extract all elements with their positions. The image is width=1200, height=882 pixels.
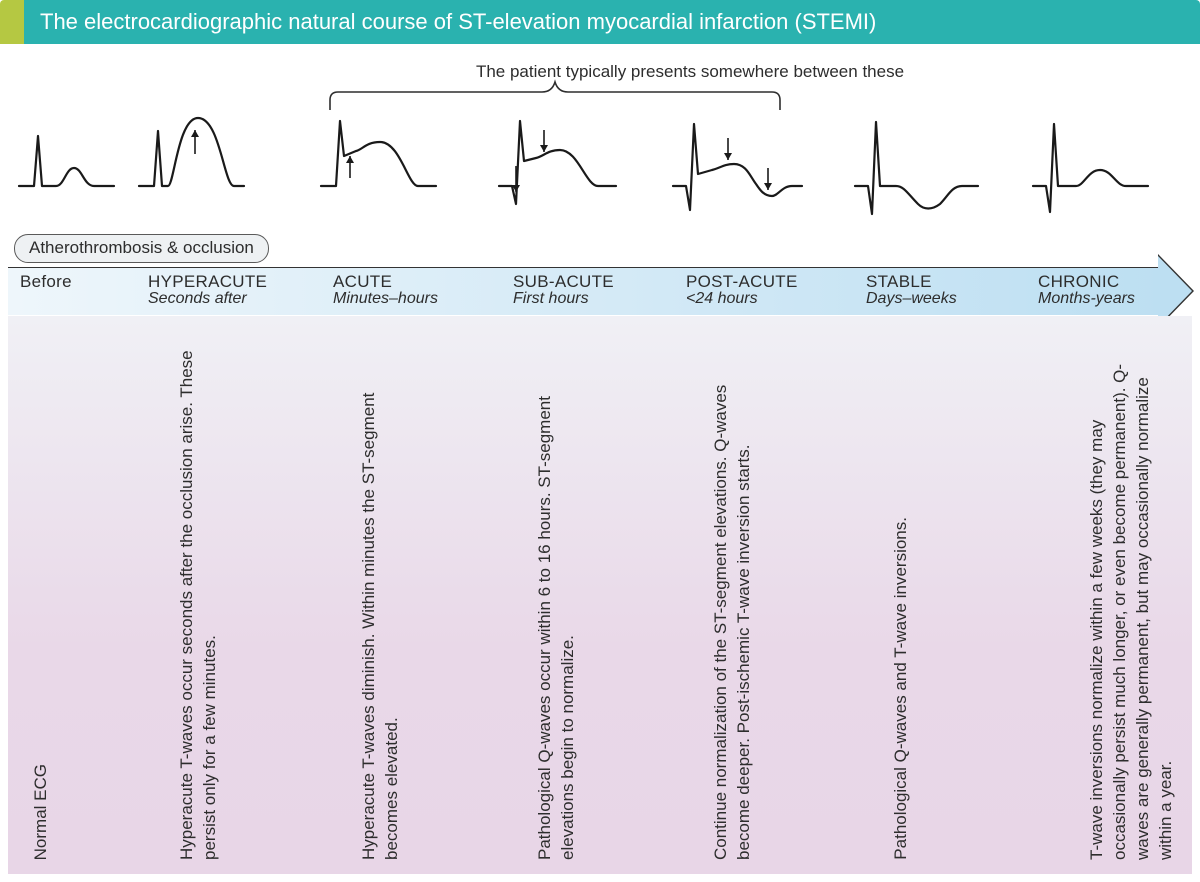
phase-acute: ACUTEMinutes–hours [333, 272, 438, 308]
ecg-postacute [668, 106, 828, 226]
desc-acute: Hyperacute T-waves diminish. Within minu… [358, 330, 404, 860]
phase-time: Months-years [1038, 290, 1135, 308]
phase-before: Before [20, 272, 72, 292]
ecg-chronic [1028, 106, 1188, 226]
desc-stable: Pathological Q-waves and T-wave inversio… [890, 517, 913, 860]
desc-before: Normal ECG [30, 764, 53, 860]
desc-chronic: T-wave inversions normalize within a few… [1086, 330, 1178, 860]
arrow-up-icon [346, 156, 354, 178]
phase-time: Seconds after [148, 290, 267, 308]
phase-time: Minutes–hours [333, 290, 438, 308]
phase-hyperacute: HYPERACUTESeconds after [148, 272, 267, 308]
desc-postacute: Continue normalization of the ST-segment… [710, 330, 756, 860]
phase-name: POST-ACUTE [686, 272, 798, 292]
phase-name: SUB-ACUTE [513, 272, 614, 292]
ecg-row [0, 106, 1200, 226]
header-accent [0, 0, 24, 44]
phase-stable: STABLEDays–weeks [866, 272, 957, 308]
phase-chronic: CHRONICMonths-years [1038, 272, 1135, 308]
phase-name: CHRONIC [1038, 272, 1135, 292]
arrow-down-icon [764, 168, 772, 190]
desc-hyperacute: Hyperacute T-waves occur seconds after t… [176, 330, 222, 860]
phase-name: ACUTE [333, 272, 438, 292]
arrow-down-icon [540, 130, 548, 152]
ecg-acute [316, 106, 476, 226]
header: The electrocardiographic natural course … [0, 0, 1200, 44]
arrow-down-icon [724, 138, 732, 160]
occlusion-pill: Atherothrombosis & occlusion [14, 234, 269, 263]
phase-name: Before [20, 272, 72, 292]
ecg-hyperacute [134, 106, 294, 226]
phase-name: STABLE [866, 272, 957, 292]
ecg-subacute [494, 106, 654, 226]
phase-time: Days–weeks [866, 290, 957, 308]
phase-postacute: POST-ACUTE<24 hours [686, 272, 798, 308]
desc-subacute: Pathological Q-waves occur within 6 to 1… [534, 330, 580, 860]
phase-subacute: SUB-ACUTEFirst hours [513, 272, 614, 308]
description-area: Normal ECG Hyperacute T-waves occur secon… [8, 316, 1192, 874]
arrow-up-icon [191, 130, 199, 154]
phase-time: <24 hours [686, 290, 798, 308]
ecg-stable [850, 106, 1010, 226]
header-title: The electrocardiographic natural course … [24, 0, 1200, 44]
phase-name: HYPERACUTE [148, 272, 267, 292]
phase-time: First hours [513, 290, 614, 308]
timeline: Before HYPERACUTESeconds after ACUTEMinute… [8, 254, 1192, 316]
